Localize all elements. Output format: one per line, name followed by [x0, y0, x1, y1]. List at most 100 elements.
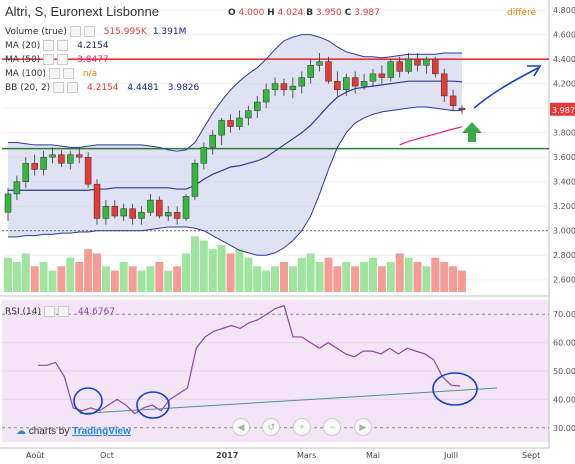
price-tick-label: 4.800	[553, 6, 575, 15]
annotation-circle	[432, 372, 478, 406]
candle-body	[111, 205, 119, 217]
rsi-tick-label: 30.00	[553, 424, 575, 433]
delayed-badge: différé	[507, 8, 536, 18]
volume-bar	[93, 253, 102, 292]
price-tick-label: 3.200	[553, 202, 575, 211]
rsi-line	[38, 304, 461, 415]
legend-bb[interactable]: BB (20, 2) 4.2154 4.4481 3.9826	[5, 82, 200, 93]
candle-body	[387, 61, 395, 78]
volume-bar	[173, 266, 182, 292]
candle-body	[432, 58, 439, 75]
volume-bar	[449, 266, 458, 292]
volume-bar	[182, 253, 191, 292]
candle-body	[49, 154, 56, 158]
annotation-trend-arrow	[473, 67, 539, 109]
last-price-tag	[550, 102, 575, 116]
candle-body	[173, 212, 181, 219]
price-tick-label: 4.600	[553, 31, 575, 40]
candle-body	[325, 61, 332, 82]
zoom-out-button[interactable]: −	[323, 418, 342, 436]
volume-bar	[39, 262, 48, 292]
candle-body	[120, 208, 127, 217]
volume-bar	[360, 262, 369, 292]
volume-bar	[458, 270, 466, 292]
volume-bar	[119, 262, 128, 292]
volume-bar	[208, 249, 217, 292]
candle-body	[423, 58, 430, 66]
candle-body	[93, 183, 101, 219]
candle-body	[156, 199, 163, 217]
cloud-icon: ☁	[16, 426, 26, 437]
candle-body	[209, 134, 216, 148]
candle-body	[316, 61, 323, 66]
legend-rsi[interactable]: RSI (14) 44.6767	[5, 306, 116, 317]
tradingview-brand[interactable]: ☁ charts by TradingView	[16, 426, 131, 437]
candle-body	[40, 156, 47, 170]
volume-bar	[422, 266, 431, 292]
volume-bar	[297, 257, 306, 292]
legend-ma50[interactable]: MA (50) 3.8477	[5, 54, 109, 65]
scroll-right-button[interactable]: ▶	[353, 418, 372, 436]
candle-body	[84, 156, 92, 185]
volume-bar	[288, 266, 297, 292]
volume-bar	[333, 266, 342, 292]
candle-body	[334, 80, 341, 91]
annotation-circle	[73, 387, 103, 415]
scroll-controls: ◀ ↺ + − ▶	[232, 417, 380, 436]
candle-body	[191, 163, 199, 197]
ohlc-readout: O 4.000 H 4.024 B 3.950 C 3.987	[228, 8, 380, 18]
legend-ma100[interactable]: MA (100) n/a	[5, 68, 98, 79]
candle-body	[102, 205, 110, 219]
candle-body	[289, 85, 297, 91]
candle-body	[360, 80, 368, 87]
candle-body	[147, 199, 154, 213]
candle-body	[271, 83, 279, 91]
candle-body	[351, 77, 359, 87]
volume-bar	[146, 266, 155, 292]
volume-bar	[110, 270, 119, 292]
green-up-arrow	[462, 122, 482, 142]
ma50-line	[399, 126, 463, 146]
volume-bar	[217, 244, 226, 292]
volume-bar	[155, 262, 164, 292]
candle-body	[458, 107, 466, 111]
price-tick-label: 3.400	[553, 178, 575, 187]
volume-bar	[404, 257, 413, 292]
volume-bar	[306, 253, 315, 292]
volume-bar	[262, 270, 271, 292]
time-tick-label: Juill	[443, 451, 458, 460]
candle-body	[22, 163, 30, 182]
candle-body	[4, 193, 12, 213]
zoom-in-button[interactable]: +	[292, 418, 311, 436]
candle-body	[378, 73, 386, 78]
volume-bar	[199, 240, 208, 292]
volume-bar	[190, 236, 199, 292]
volume-bar	[30, 266, 39, 292]
volume-bar	[386, 262, 395, 292]
reset-button[interactable]: ↺	[262, 418, 281, 436]
legend-volume[interactable]: Volume (true) 515.995K 1.391M	[5, 26, 187, 37]
candle-body	[75, 154, 83, 158]
time-tick-label: Oct	[100, 451, 114, 460]
volume-bar	[368, 257, 377, 292]
legend-ma20[interactable]: MA (20) 4.2154	[5, 40, 109, 51]
candle-body	[396, 61, 403, 72]
candle-body	[182, 196, 190, 219]
last-price-label: 3.987	[552, 106, 575, 115]
volume-bar	[235, 249, 244, 292]
candle-body	[227, 120, 234, 127]
rsi-trendline	[79, 387, 498, 415]
candle-body	[440, 73, 448, 97]
time-tick-label: Mars	[297, 451, 316, 460]
scroll-left-button[interactable]: ◀	[232, 418, 250, 436]
chart-title: Altri, S, Euronext Lisbonne	[5, 4, 159, 19]
volume-bar	[440, 262, 449, 292]
volume-bar	[137, 270, 146, 292]
candle-body	[449, 95, 457, 106]
time-tick-label: 2017	[216, 451, 238, 460]
candle-body	[343, 77, 350, 91]
volume-bar	[244, 257, 253, 292]
annotation-circle	[136, 391, 170, 419]
